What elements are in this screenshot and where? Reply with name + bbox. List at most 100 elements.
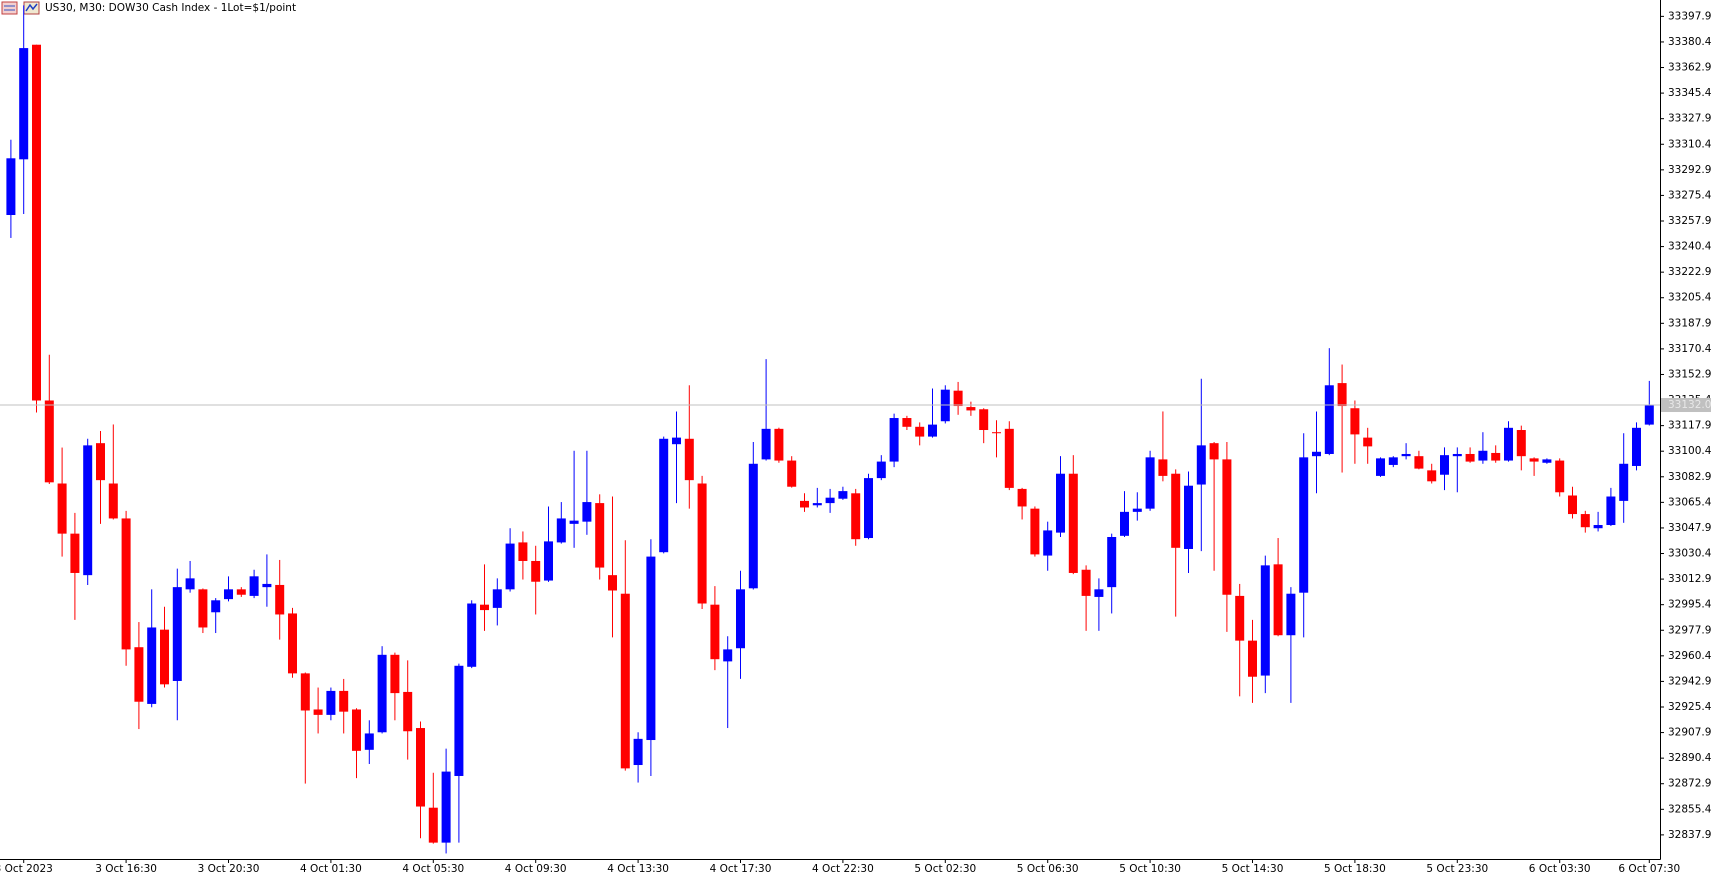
- candle-body: [1094, 589, 1104, 597]
- y-tick-label: 32855.4: [1668, 803, 1712, 815]
- y-tick-label: 32960.4: [1668, 650, 1712, 662]
- candle-body: [262, 583, 272, 588]
- y-tick-label: 32890.4: [1668, 752, 1712, 764]
- candle-body: [569, 520, 579, 524]
- candle-body: [812, 503, 822, 506]
- candle-body: [1337, 383, 1347, 407]
- candle-body: [633, 738, 643, 766]
- candle-body: [825, 497, 835, 504]
- y-tick-label: 33345.4: [1668, 87, 1712, 99]
- candle-body: [736, 589, 745, 649]
- y-tick-label: 32837.9: [1668, 829, 1711, 841]
- x-tick-label: 4 Oct 13:30: [607, 863, 669, 875]
- candle-body: [505, 543, 515, 590]
- x-tick-label: 4 Oct 17:30: [710, 863, 772, 875]
- candle-body: [1644, 405, 1654, 425]
- candle-body: [1120, 511, 1129, 536]
- y-tick-label: 33117.9: [1668, 420, 1711, 432]
- candle-body: [531, 560, 541, 582]
- y-tick-label: 32925.4: [1668, 701, 1712, 713]
- y-tick-label: 33152.9: [1668, 368, 1711, 380]
- candle-body: [96, 443, 105, 481]
- candle-body: [364, 733, 374, 750]
- y-tick-label: 33205.4: [1668, 292, 1712, 304]
- x-tick-label: 4 Oct 01:30: [300, 863, 362, 875]
- chart-title: US30, M30: DOW30 Cash Index - 1Lot=$1/po…: [45, 2, 296, 14]
- candle-body: [198, 589, 208, 628]
- candle-body: [1580, 514, 1590, 528]
- candle-body: [1350, 408, 1360, 435]
- candle-body: [1568, 495, 1577, 515]
- candle-body: [710, 604, 720, 660]
- candle-body: [300, 673, 310, 711]
- candle-body: [876, 461, 886, 479]
- candle-body: [1107, 537, 1117, 588]
- y-tick-label: 32942.9: [1668, 675, 1711, 687]
- y-tick-label: 33240.4: [1668, 241, 1712, 253]
- x-tick-label: 4 Oct 22:30: [812, 863, 874, 875]
- candle-body: [326, 690, 336, 715]
- y-tick-label: 33100.4: [1668, 445, 1712, 457]
- icon-line: [25, 3, 38, 12]
- candle-body: [556, 518, 566, 543]
- candle-body: [1465, 453, 1475, 462]
- y-tick-label: 33362.9: [1668, 62, 1711, 74]
- candle-body: [32, 44, 41, 401]
- candle-body: [1286, 593, 1296, 636]
- candle-body: [275, 584, 285, 615]
- candle-body: [928, 424, 937, 437]
- candle-body: [1516, 430, 1526, 457]
- candle-body: [172, 587, 182, 681]
- candle-body: [6, 158, 16, 216]
- y-tick-label: 33327.9: [1668, 113, 1711, 125]
- y-tick-label: 33030.4: [1668, 548, 1712, 560]
- y-tick-label: 32995.4: [1668, 599, 1712, 611]
- candle-body: [889, 418, 899, 462]
- candle-body: [851, 493, 861, 540]
- candle-body: [1504, 427, 1513, 461]
- candle-body: [1478, 450, 1488, 461]
- candle-body: [1491, 452, 1501, 461]
- candle-body: [800, 500, 809, 508]
- candle-body: [403, 691, 413, 732]
- candle-body: [121, 518, 131, 650]
- candle-body: [416, 728, 425, 807]
- candle-body: [595, 503, 605, 568]
- y-tick-label: 33082.9: [1668, 471, 1711, 483]
- candle-body: [1619, 463, 1629, 501]
- candle-body: [236, 589, 246, 595]
- candle-body: [518, 542, 528, 561]
- candle-body: [979, 409, 989, 431]
- candle-body: [787, 460, 797, 487]
- candle-body: [1427, 470, 1437, 482]
- candle-body: [544, 541, 553, 581]
- candle-body: [249, 576, 259, 596]
- candle-body: [352, 709, 361, 751]
- y-tick-label: 33257.9: [1668, 215, 1711, 227]
- candle-body: [160, 629, 169, 685]
- candle-body: [83, 445, 93, 576]
- x-tick-label: 5 Oct 23:30: [1426, 863, 1488, 875]
- candle-body: [211, 600, 221, 613]
- candle-body: [1158, 459, 1168, 476]
- candle-body: [108, 483, 118, 519]
- candle-body: [915, 426, 925, 437]
- candle-body: [428, 807, 438, 843]
- icon: [1, 1, 18, 15]
- candle-body: [224, 589, 233, 600]
- candle-body: [1555, 460, 1565, 493]
- y-tick-label: 33187.9: [1668, 317, 1711, 329]
- candle-body: [1056, 473, 1065, 533]
- candle-body: [1145, 457, 1155, 509]
- candle-body: [1376, 458, 1385, 476]
- candle-body: [902, 418, 912, 427]
- candle-body: [492, 589, 502, 608]
- candle-body: [1132, 508, 1142, 512]
- x-tick-label: 3 Oct 16:30: [95, 863, 157, 875]
- candle-body: [1171, 473, 1181, 548]
- y-tick-label: 33310.4: [1668, 138, 1712, 150]
- candle-body: [1017, 488, 1027, 507]
- candle-body: [1606, 496, 1616, 526]
- candle-body: [441, 771, 451, 843]
